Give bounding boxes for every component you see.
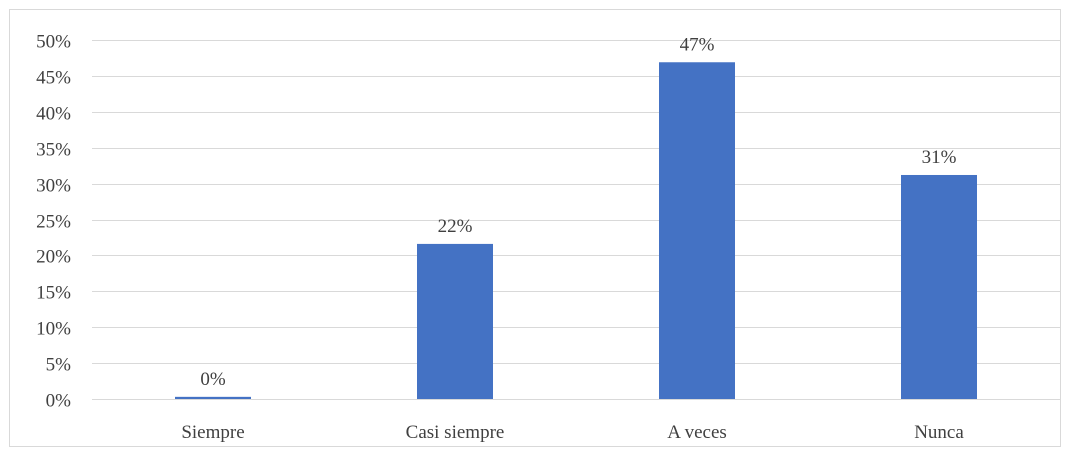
y-tick-label: 20% [36, 247, 71, 268]
y-tick-label: 10% [36, 319, 71, 340]
data-labels: 0% 22% 47% 31% [200, 34, 956, 390]
x-tick-label: Casi siempre [406, 422, 505, 443]
data-label: 22% [438, 216, 473, 237]
data-label: 31% [922, 147, 957, 168]
x-tick-label: Nunca [914, 422, 964, 443]
bar [901, 174, 977, 399]
bar [659, 62, 735, 400]
bar [175, 396, 251, 399]
y-axis-tick-labels: 0% 5% 10% 15% 20% 25% 30% 35% 40% 45% 50% [36, 32, 71, 412]
y-tick-label: 30% [36, 176, 71, 197]
data-label: 47% [680, 34, 715, 55]
x-tick-label: A veces [667, 422, 727, 443]
bar [417, 243, 493, 399]
chart-frame [9, 9, 1061, 447]
gridlines [92, 40, 1060, 400]
y-tick-label: 0% [46, 391, 72, 412]
bars [175, 62, 977, 400]
y-tick-label: 35% [36, 140, 71, 161]
x-axis-tick-labels: Siempre Casi siempre A veces Nunca [181, 422, 964, 443]
y-tick-label: 15% [36, 283, 71, 304]
data-label: 0% [200, 369, 226, 390]
y-tick-label: 5% [46, 355, 72, 376]
y-tick-label: 50% [36, 32, 71, 53]
y-tick-label: 45% [36, 68, 71, 89]
y-tick-label: 40% [36, 104, 71, 125]
y-tick-label: 25% [36, 212, 71, 233]
x-tick-label: Siempre [181, 422, 244, 443]
